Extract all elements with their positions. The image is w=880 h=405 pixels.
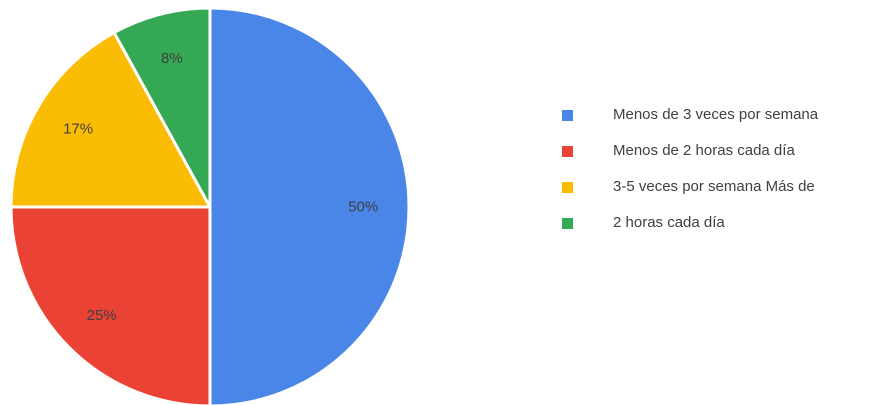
legend-swatch-2 xyxy=(562,145,573,157)
slice-value-label-4: 8% xyxy=(161,50,183,67)
legend-label-3: 3-5 veces por semana Más de xyxy=(613,178,815,195)
legend-swatch-3 xyxy=(562,181,573,193)
chart-legend: Menos de 3 veces por semana Menos de 2 h… xyxy=(562,106,818,250)
legend-item-2: Menos de 2 horas cada día xyxy=(562,142,795,160)
slice-value-label-3: 17% xyxy=(63,120,93,137)
pie-slice-2 xyxy=(9,205,212,405)
pie-slice-3 xyxy=(9,31,212,209)
pie-slice-4 xyxy=(112,6,212,209)
legend-label-2: Menos de 2 horas cada día xyxy=(613,142,795,159)
legend-swatch-4 xyxy=(562,217,573,229)
slice-value-label-1: 50% xyxy=(348,199,378,216)
legend-item-3: 3-5 veces por semana Más de xyxy=(562,178,815,196)
legend-item-1: Menos de 3 veces por semana xyxy=(562,106,818,124)
legend-swatch-1 xyxy=(562,109,573,121)
slice-value-label-2: 25% xyxy=(87,307,117,324)
pie-slice-1 xyxy=(208,6,411,405)
legend-item-4: 2 horas cada día xyxy=(562,214,725,232)
legend-label-1: Menos de 3 veces por semana xyxy=(613,106,819,123)
legend-label-4: 2 horas cada día xyxy=(613,214,725,231)
